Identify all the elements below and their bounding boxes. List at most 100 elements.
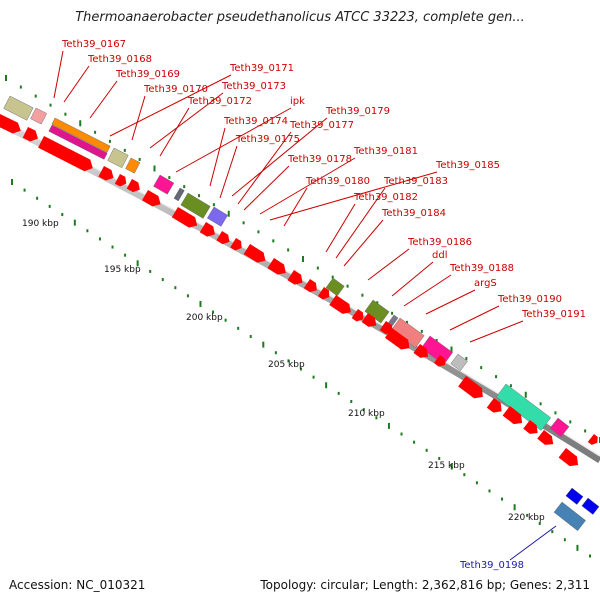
- cds-arrow: [558, 448, 579, 467]
- label-leader: [131, 95, 146, 141]
- tick-marks: [5, 75, 600, 558]
- inner-tick: [438, 456, 441, 460]
- gene-label: Teth39_0191: [521, 309, 586, 320]
- label-leader: [469, 320, 524, 343]
- cds-arrow: [433, 355, 445, 367]
- cds-arrow: [587, 434, 598, 445]
- cds-arrow: [537, 430, 554, 445]
- inner-tick: [237, 326, 240, 330]
- inner-tick: [513, 504, 516, 511]
- gene-label: Teth39_0183: [383, 176, 448, 187]
- inner-tick: [450, 463, 453, 470]
- inner-tick: [98, 237, 101, 241]
- gene-block-0196: [565, 487, 584, 505]
- outer-tick: [272, 239, 275, 243]
- gene-block-0171: [107, 147, 129, 169]
- outer-tick: [257, 230, 260, 234]
- feature-track: [0, 95, 600, 531]
- outer-tick: [346, 284, 349, 288]
- outer-tick: [569, 420, 572, 424]
- outer-tick: [331, 275, 334, 279]
- label-leader: [259, 157, 356, 215]
- gene-block-0168: [30, 107, 47, 125]
- genome-summary-text: Topology: circular; Length: 2,362,816 bp…: [260, 578, 590, 592]
- label-leader: [269, 171, 438, 221]
- gene-label: Teth39_0182: [353, 192, 418, 203]
- gene-label: Teth39_0188: [449, 263, 514, 274]
- gene-block-0167: [3, 95, 34, 121]
- cds-arrow: [38, 136, 93, 172]
- gene-block-0180: [325, 277, 345, 297]
- outer-tick: [361, 293, 364, 297]
- inner-tick: [212, 310, 215, 314]
- inner-tick: [337, 391, 340, 395]
- inner-tick: [274, 351, 277, 355]
- gene-label: Teth39_0190: [497, 294, 562, 305]
- label-leader: [149, 92, 224, 149]
- kbp-label: 220 kbp: [508, 513, 545, 523]
- inner-tick: [312, 375, 315, 379]
- inner-tick: [325, 382, 328, 389]
- inner-tick: [362, 408, 365, 412]
- outer-tick: [242, 221, 245, 225]
- gene-block-0188: [450, 353, 468, 372]
- gene-labels: Teth39_0167 Teth39_0168 Teth39_0169 Teth39_…: [61, 39, 586, 571]
- label-leader: [425, 289, 476, 315]
- outer-tick: [495, 375, 498, 379]
- cds-arrow: [0, 114, 21, 134]
- outer-tick: [480, 366, 483, 370]
- inner-tick: [86, 229, 89, 233]
- gene-block-ipk: [173, 187, 185, 202]
- inner-tick: [161, 278, 164, 282]
- outer-tick: [94, 130, 97, 134]
- cds-arrow: [126, 179, 140, 193]
- outer-tick: [5, 75, 7, 81]
- inner-tick: [350, 400, 353, 404]
- cds-arrow: [303, 279, 317, 293]
- gene-block-0175: [207, 206, 228, 227]
- gene-label: ipk: [290, 96, 305, 107]
- inner-tick: [563, 538, 566, 542]
- outer-tick: [123, 148, 126, 152]
- label-leader-lines: [53, 50, 557, 561]
- inner-tick: [538, 521, 541, 525]
- gene-label: Teth39_0173: [221, 81, 286, 92]
- gene-label: Teth39_0179: [325, 106, 390, 117]
- label-leader: [231, 117, 328, 197]
- outer-tick: [420, 329, 423, 333]
- outer-tick: [584, 429, 587, 433]
- gene-block-0170: [48, 124, 108, 160]
- cds-arrow: [230, 238, 242, 251]
- outer-tick: [198, 194, 201, 198]
- gene-label: Teth39_0171: [229, 63, 294, 74]
- kbp-label: 205 kbp: [268, 360, 305, 370]
- cds-arrow: [199, 222, 215, 237]
- kbp-label: 190 kbp: [22, 219, 59, 229]
- inner-tick: [224, 318, 227, 322]
- inner-tick: [23, 188, 26, 192]
- inner-tick: [262, 341, 265, 348]
- inner-tick: [589, 554, 591, 558]
- outer-tick: [64, 112, 67, 116]
- inner-tick: [375, 416, 378, 420]
- label-leader: [449, 305, 500, 331]
- label-leader: [63, 65, 90, 103]
- outer-tick: [19, 85, 22, 89]
- gene-label: Teth39_0169: [115, 69, 180, 80]
- outer-tick: [34, 94, 37, 98]
- gene-label: Teth39_0168: [87, 54, 152, 65]
- gene-label: Teth39_0172: [187, 96, 252, 107]
- cds-arrow: [413, 344, 429, 358]
- gene-label: Teth39_0186: [407, 237, 472, 248]
- outer-tick: [509, 384, 512, 388]
- inner-tick: [73, 219, 76, 226]
- inner-tick: [413, 440, 416, 444]
- gene-label: Teth39_0175: [235, 134, 300, 145]
- gene-label-blue: Teth39_0198: [459, 560, 524, 571]
- label-leader: [325, 203, 356, 253]
- cds-arrow: [142, 190, 161, 207]
- gene-label: Teth39_0170: [143, 84, 208, 95]
- accession-text: Accession: NC_010321: [9, 578, 146, 592]
- gene-label: Teth39_0184: [381, 208, 446, 219]
